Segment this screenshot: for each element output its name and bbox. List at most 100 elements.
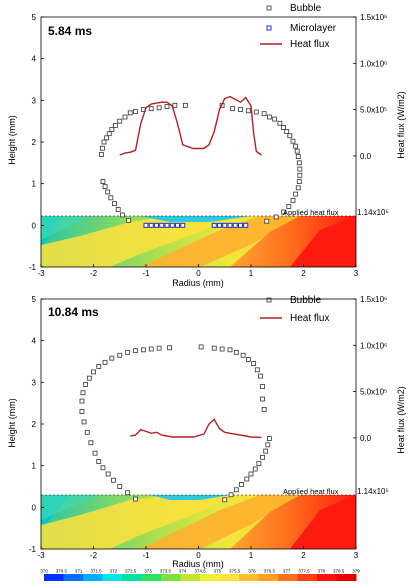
bubble-point: [125, 490, 131, 496]
bubble-point: [115, 207, 121, 212]
colorbar-tick-label: 377: [283, 569, 291, 574]
microlayer-point: [159, 222, 165, 228]
bubble-point: [100, 179, 106, 184]
bubble-point: [256, 461, 262, 466]
y-axis-label: Height (mm): [7, 398, 17, 448]
colorbar-tick-label: 378.5: [333, 569, 345, 574]
bubble-point: [277, 120, 283, 126]
colorbar-tick-label: 371: [75, 569, 83, 574]
colorbar-swatch: [102, 574, 123, 581]
legend-label-bubble: Bubble: [290, 295, 322, 306]
y-tick-label: 5: [32, 295, 37, 304]
colorbar-swatch: [63, 574, 84, 581]
bubble-point: [260, 454, 265, 460]
bubble-point: [127, 110, 133, 116]
colorbar-swatch: [44, 574, 64, 581]
bubble-point: [88, 440, 94, 446]
colorbar-swatch: [258, 574, 279, 581]
bubble-point: [125, 349, 131, 355]
bubble-point: [164, 104, 170, 109]
bubble-point: [117, 118, 123, 124]
bubble-point: [117, 484, 123, 489]
bubble-point: [100, 145, 105, 151]
y-tick-label: 1: [32, 180, 37, 189]
x-tick-label: -2: [90, 269, 98, 278]
colorbar-tick-label: 375: [214, 569, 222, 574]
bubble-point: [238, 107, 243, 112]
bubble-point: [227, 347, 233, 353]
microlayer-point: [238, 222, 243, 228]
y-tick-label: 0: [32, 503, 37, 512]
colorbar-swatch: [161, 574, 181, 581]
x-tick-label: 0: [196, 551, 201, 560]
bubble-point: [245, 357, 251, 362]
microlayer-point: [169, 222, 175, 228]
bubble-point: [211, 345, 217, 351]
y2-tick-label: 5.0x10⁵: [360, 106, 387, 115]
y-axis-label: Height (mm): [7, 115, 17, 165]
legend-label-bubble: Bubble: [290, 3, 322, 14]
bubble-point: [290, 197, 296, 203]
bubble-point: [167, 345, 173, 351]
y2-tick-label: 1.5x10⁶: [360, 13, 387, 22]
bubble-point: [228, 492, 234, 498]
bubble-point: [109, 355, 115, 361]
bubble-point: [133, 496, 138, 502]
bubble-point: [240, 352, 246, 358]
colorbar-tick-label: 375.5: [229, 569, 241, 574]
legend: Bubble Microlayer Heat flux: [260, 3, 337, 50]
colorbar-swatch: [83, 574, 103, 581]
bubble-point: [81, 419, 87, 425]
colorbar-swatch: [278, 574, 298, 581]
legend-marker-bubble: [266, 297, 272, 303]
data-marks: [79, 344, 272, 503]
bubble-point: [293, 191, 299, 197]
panel-title: 5.84 ms: [48, 24, 92, 38]
bubble-point: [253, 109, 259, 115]
legend-marker-bubble: [266, 5, 272, 11]
colorbar-tick-label: 373: [144, 569, 152, 574]
y2-tick-label: 0.0: [360, 434, 372, 443]
data-marks: [98, 95, 303, 228]
bubble-point: [113, 122, 118, 128]
bubble-point: [230, 106, 236, 112]
bubble-point: [79, 409, 85, 414]
bubble-point: [286, 204, 292, 209]
annotation-applied-heat-flux: Applied heat flux: [283, 487, 339, 496]
colorbar-tick-label: 377.5: [298, 569, 310, 574]
bubble-point: [239, 482, 244, 487]
bubble-point: [248, 471, 254, 477]
y2-axis-label: Heat flux (W/m2): [396, 386, 406, 454]
bubble-point: [293, 143, 299, 149]
bubble-point: [258, 373, 263, 379]
colorbar-tick-label: 378: [318, 569, 326, 574]
y-tick-label: 2: [32, 420, 37, 429]
y-tick-label: 2: [32, 138, 37, 147]
heat-flux-line: [119, 95, 262, 156]
annotation-applied-heat-flux: Applied heat flux: [283, 208, 339, 217]
y-tick-label: 1: [32, 462, 37, 471]
legend-label-microlayer: Microlayer: [290, 23, 337, 34]
colorbar-tick-label: 376: [248, 569, 256, 574]
y-tick-label: 3: [32, 378, 37, 387]
x-axis-label: Radius (mm): [172, 278, 224, 288]
bubble-point: [297, 172, 303, 178]
colorbar-swatch: [239, 574, 259, 581]
x-tick-label: 3: [354, 269, 359, 278]
bubble-point: [140, 347, 146, 353]
bubble-point: [106, 131, 112, 137]
colorbar-swatch: [317, 574, 337, 581]
bubble-point: [264, 218, 270, 224]
bubble-point: [122, 114, 128, 120]
x-axis-label: Radius (mm): [172, 559, 224, 569]
bubble-point: [156, 105, 162, 111]
y2-tick-label: 1.5x10⁶: [360, 295, 387, 304]
bubble-point: [294, 148, 300, 154]
colorbar-swatch: [180, 574, 201, 581]
colorbar-swatch: [141, 574, 162, 581]
y-tick-label: 4: [32, 55, 37, 64]
legend-label-heat-flux: Heat flux: [290, 313, 329, 324]
temperature-colorbar: 370 370.5 371 371.5 372 372.5 373 373.5 374 374.5…: [40, 569, 360, 581]
microlayer-point: [211, 222, 217, 228]
bubble-point: [219, 346, 225, 352]
